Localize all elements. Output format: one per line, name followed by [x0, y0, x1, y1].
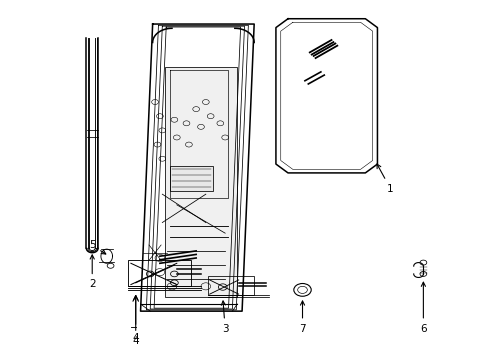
Text: 3: 3 — [221, 301, 228, 334]
Text: 4: 4 — [132, 296, 139, 346]
Text: 4: 4 — [132, 333, 139, 343]
Bar — [208, 276, 254, 295]
Bar — [169, 166, 213, 191]
Text: 6: 6 — [419, 282, 426, 334]
Text: 1: 1 — [376, 164, 393, 194]
Bar — [128, 260, 191, 286]
Text: 2: 2 — [89, 255, 95, 289]
Text: 5: 5 — [89, 240, 105, 254]
Text: 7: 7 — [299, 301, 305, 334]
Bar — [164, 67, 237, 297]
